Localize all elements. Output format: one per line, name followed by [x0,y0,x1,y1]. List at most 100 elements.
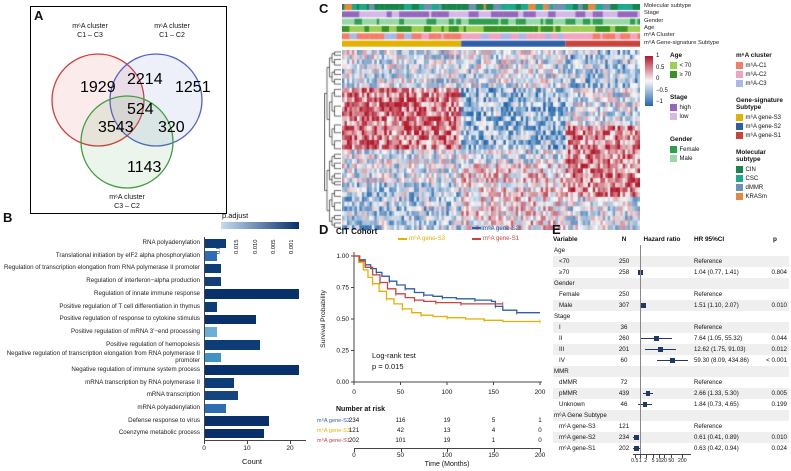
legend-item: m⁶A-C3 [736,79,791,88]
venn-count: 1251 [175,79,211,96]
panel-d-label: D [319,222,329,237]
legend-item: m⁶A-C2 [736,70,791,79]
legend-label: m⁶A-C3 [745,80,767,87]
forest-variable: m⁶A gene-S2 [559,434,596,441]
legend-item: CIN [736,165,791,174]
km-plot: 1.00 0.75 0.50 0.25 0.000 50 100 150 200 Survival… [320,252,546,396]
forest-plot-cell [633,377,691,388]
legend-label: dMMR [745,184,764,191]
risk-row: m⁶A gene-S2 234 116 19 5 1 [316,416,548,426]
dendrogram [324,50,341,230]
logrank-annotation: p = 0.015 [372,362,404,371]
annotation-track-label: m⁶A Gene-signature Subtype [644,39,720,46]
forest-ci-text: 0.63 (0.42, 0.94) [694,445,739,452]
venn-count: 1929 [80,79,116,96]
forest-variable: Unknown [559,401,585,408]
axis-tick [493,449,495,452]
bar [204,238,226,249]
risk-table-title: Number at risk [336,406,386,413]
legend-label: high [679,104,691,111]
km-curve [354,255,540,323]
legend-swatch [736,62,743,69]
forest-row: I 36 Reference [553,322,789,333]
bar-label: Positive regulation of mRNA 3'−end proce… [71,327,200,335]
bar-area [204,314,310,325]
axis-tick-label: 0.50 [336,316,349,323]
forest-ci-text: 1.51 (1.10, 2.07) [694,302,739,309]
forest-plot-cell [633,443,691,454]
panel-c-label: C [319,1,329,16]
forest-ci-text: 0.61 (0.41, 0.89) [694,434,739,441]
legend-swatch [736,166,743,173]
venn-count: 320 [158,119,185,136]
venn-count: 524 [127,101,154,118]
forest-n: 201 [618,346,630,353]
forest-row: II 260 7.64 (1.05, 55.32) 0.044 [553,333,789,344]
forest-p-value: 0.199 [771,401,787,408]
km-legend-label: m⁶A gene-S2 [483,224,520,232]
legend-title: Stage [670,94,688,101]
bar-area [204,263,310,274]
forest-ref-line [640,245,642,454]
bar-row: Regulation of interferon−alpha productio… [0,275,310,288]
bar [204,416,269,426]
forest-n: 307 [618,302,630,309]
axis-tick [290,441,291,444]
forest-marker [641,303,646,308]
legend-swatch [670,146,677,153]
forest-axis-tick [640,455,642,458]
annotation-track-label: Age [644,24,655,31]
forest-plot-cell [633,366,691,377]
forest-header-row: Variable N Hazard ratio HR 95%CI p [553,233,789,245]
venn-diagram: m⁶A cluster C1 – C3 m⁶A cluster C1 – C2 m⁶A … [51,23,211,210]
bar-area [204,416,310,426]
km-legend-item: m⁶A gene-S1 [472,234,544,245]
forest-variable: Stage [554,313,571,320]
forest-plot-cell [633,333,691,344]
legend-item: CSC [736,174,791,183]
venn-set-label: C3 – C2 [114,203,140,210]
risk-count: 42 [397,427,404,434]
venn-set-label: m⁶A cluster [72,23,108,30]
bar-area [204,352,310,363]
forest-plot-cell [633,289,691,300]
legend-label: CSC [745,175,759,182]
legend-group: Molecular subtype CIN CSC dMMR KRASm [736,149,791,201]
bar-row: RNA polyadenylation [0,237,310,250]
forest-axis-label: 5 [651,458,655,464]
forest-n: 121 [618,423,630,430]
annotation-track-labels: Molecular subtype Stage Gender Age m⁶A Clust… [644,3,791,47]
forest-plot-cell [633,245,691,256]
forest-variable: III [559,346,565,353]
legend-swatch [670,62,677,69]
bar-row: Negative regulation of transcription elo… [0,350,310,364]
legend-title: Gender [670,136,693,143]
legend-swatch [736,132,743,139]
forest-col-header: Variable [553,235,578,243]
legend-label: Male [679,155,693,162]
legend-label: < 70 [679,62,692,69]
risk-count: 116 [395,417,406,424]
forest-n: 72 [620,379,628,386]
km-legend-label: m⁶A gene-S3 [409,235,446,243]
axis-tick-label: 200 [535,389,546,396]
axis-tick-label: 10 [243,445,251,452]
forest-body: Age <70 250 Reference ≥70 258 1.04 (0.77, 1.41… [553,245,789,454]
bar-row: Defense response to virus [0,415,310,428]
forest-col-header: HR 95%CI [694,235,725,243]
risk-row-label: m⁶A gene-S3 [316,428,350,434]
panel-e-label: E [552,222,561,237]
legend-swatch [670,104,677,111]
bar-label: mRNA polyadenylation [137,404,200,412]
forest-n: 250 [618,258,630,265]
bar [204,327,217,337]
forest-plot-cell [633,311,691,322]
km-title: CIT Cohort [336,227,378,236]
forest-axis-tick [664,455,666,458]
forest-n: 258 [618,269,630,276]
forest-row: MMR [553,366,789,377]
km-legend-label: m⁶A gene-S1 [483,235,520,243]
heatmap-colorbar [645,56,653,106]
forest-n: 46 [620,401,628,408]
legend-label: m⁶A gene-S2 [745,123,782,130]
